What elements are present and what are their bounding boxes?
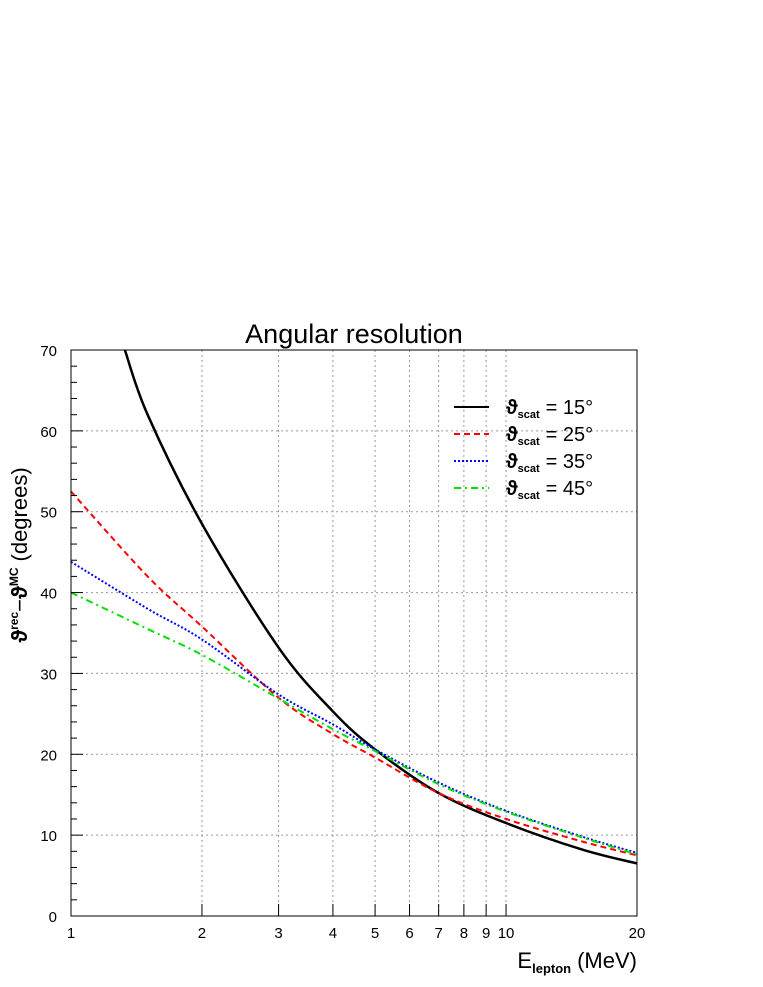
y-label-sym1: ϑ (7, 630, 32, 643)
chart-title: Angular resolution (245, 319, 463, 349)
legend-sym: ϑ (506, 451, 518, 473)
series-line-4 (70, 591, 638, 856)
legend-eq: = 45° (546, 478, 593, 500)
x-tick-label: 7 (434, 925, 442, 942)
legend-label-1: ϑscat = 15° (506, 397, 593, 421)
y-tick-label: 40 (40, 586, 57, 603)
x-tick-label: 8 (460, 925, 468, 942)
legend-eq: = 25° (546, 424, 593, 446)
legend-sub: scat (518, 436, 540, 448)
plot-frame (70, 349, 638, 917)
y-label-unit: (degrees) (7, 467, 32, 561)
legend-label-2: ϑscat = 25° (506, 424, 593, 448)
y-tick-label: 50 (40, 505, 57, 522)
y-tick-label: 60 (40, 424, 57, 441)
series-line-2 (70, 490, 638, 857)
legend-sym: ϑ (506, 478, 518, 500)
ticks: 1 2 3 4 5 6 7 8 9 10 20 0 10 20 30 40 50 60 70 (40, 343, 645, 942)
y-tick-label: 20 (40, 747, 57, 764)
x-tick-label: 2 (198, 925, 206, 942)
legend-sym: ϑ (506, 424, 518, 446)
y-label-dash: − (7, 599, 32, 612)
y-label-sup1: rec (7, 612, 21, 630)
y-tick-label: 0 (49, 909, 57, 926)
legend: ϑscat = 15°ϑscat = 25°ϑscat = 35°ϑscat = 45° (454, 397, 593, 502)
legend-sub: scat (518, 490, 540, 502)
series-group (70, 349, 638, 865)
legend-eq: = 15° (546, 397, 593, 419)
legend-sub: scat (518, 409, 540, 421)
y-tick-label: 30 (40, 666, 57, 683)
x-tick-label: 5 (371, 925, 379, 942)
y-label-sup2: MC (7, 567, 21, 586)
x-tick-label: 6 (405, 925, 413, 942)
x-tick-label: 10 (498, 925, 515, 942)
x-label-main: E (517, 948, 532, 973)
x-label-sub: lepton (532, 961, 571, 976)
legend-label-4: ϑscat = 45° (506, 478, 593, 502)
legend-label-3: ϑscat = 35° (506, 451, 593, 475)
x-tick-label: 3 (274, 925, 282, 942)
x-tick-label: 9 (482, 925, 490, 942)
y-axis-label: ϑrec−ϑMC(degrees) (7, 467, 32, 642)
legend-sym: ϑ (506, 397, 518, 419)
x-axis-label: Elepton (MeV) (517, 948, 637, 976)
series-line-3 (70, 560, 638, 854)
grid (71, 350, 637, 916)
x-tick-label: 20 (629, 925, 646, 942)
x-label-unit: (MeV) (577, 948, 637, 973)
series-line-1 (123, 349, 638, 865)
x-tick-label: 4 (329, 925, 337, 942)
y-label-sym2: ϑ (7, 586, 32, 599)
legend-sub: scat (518, 463, 540, 475)
legend-eq: = 35° (546, 451, 593, 473)
y-tick-label: 70 (40, 343, 57, 360)
x-tick-label: 1 (67, 925, 75, 942)
y-tick-label: 10 (40, 828, 57, 845)
